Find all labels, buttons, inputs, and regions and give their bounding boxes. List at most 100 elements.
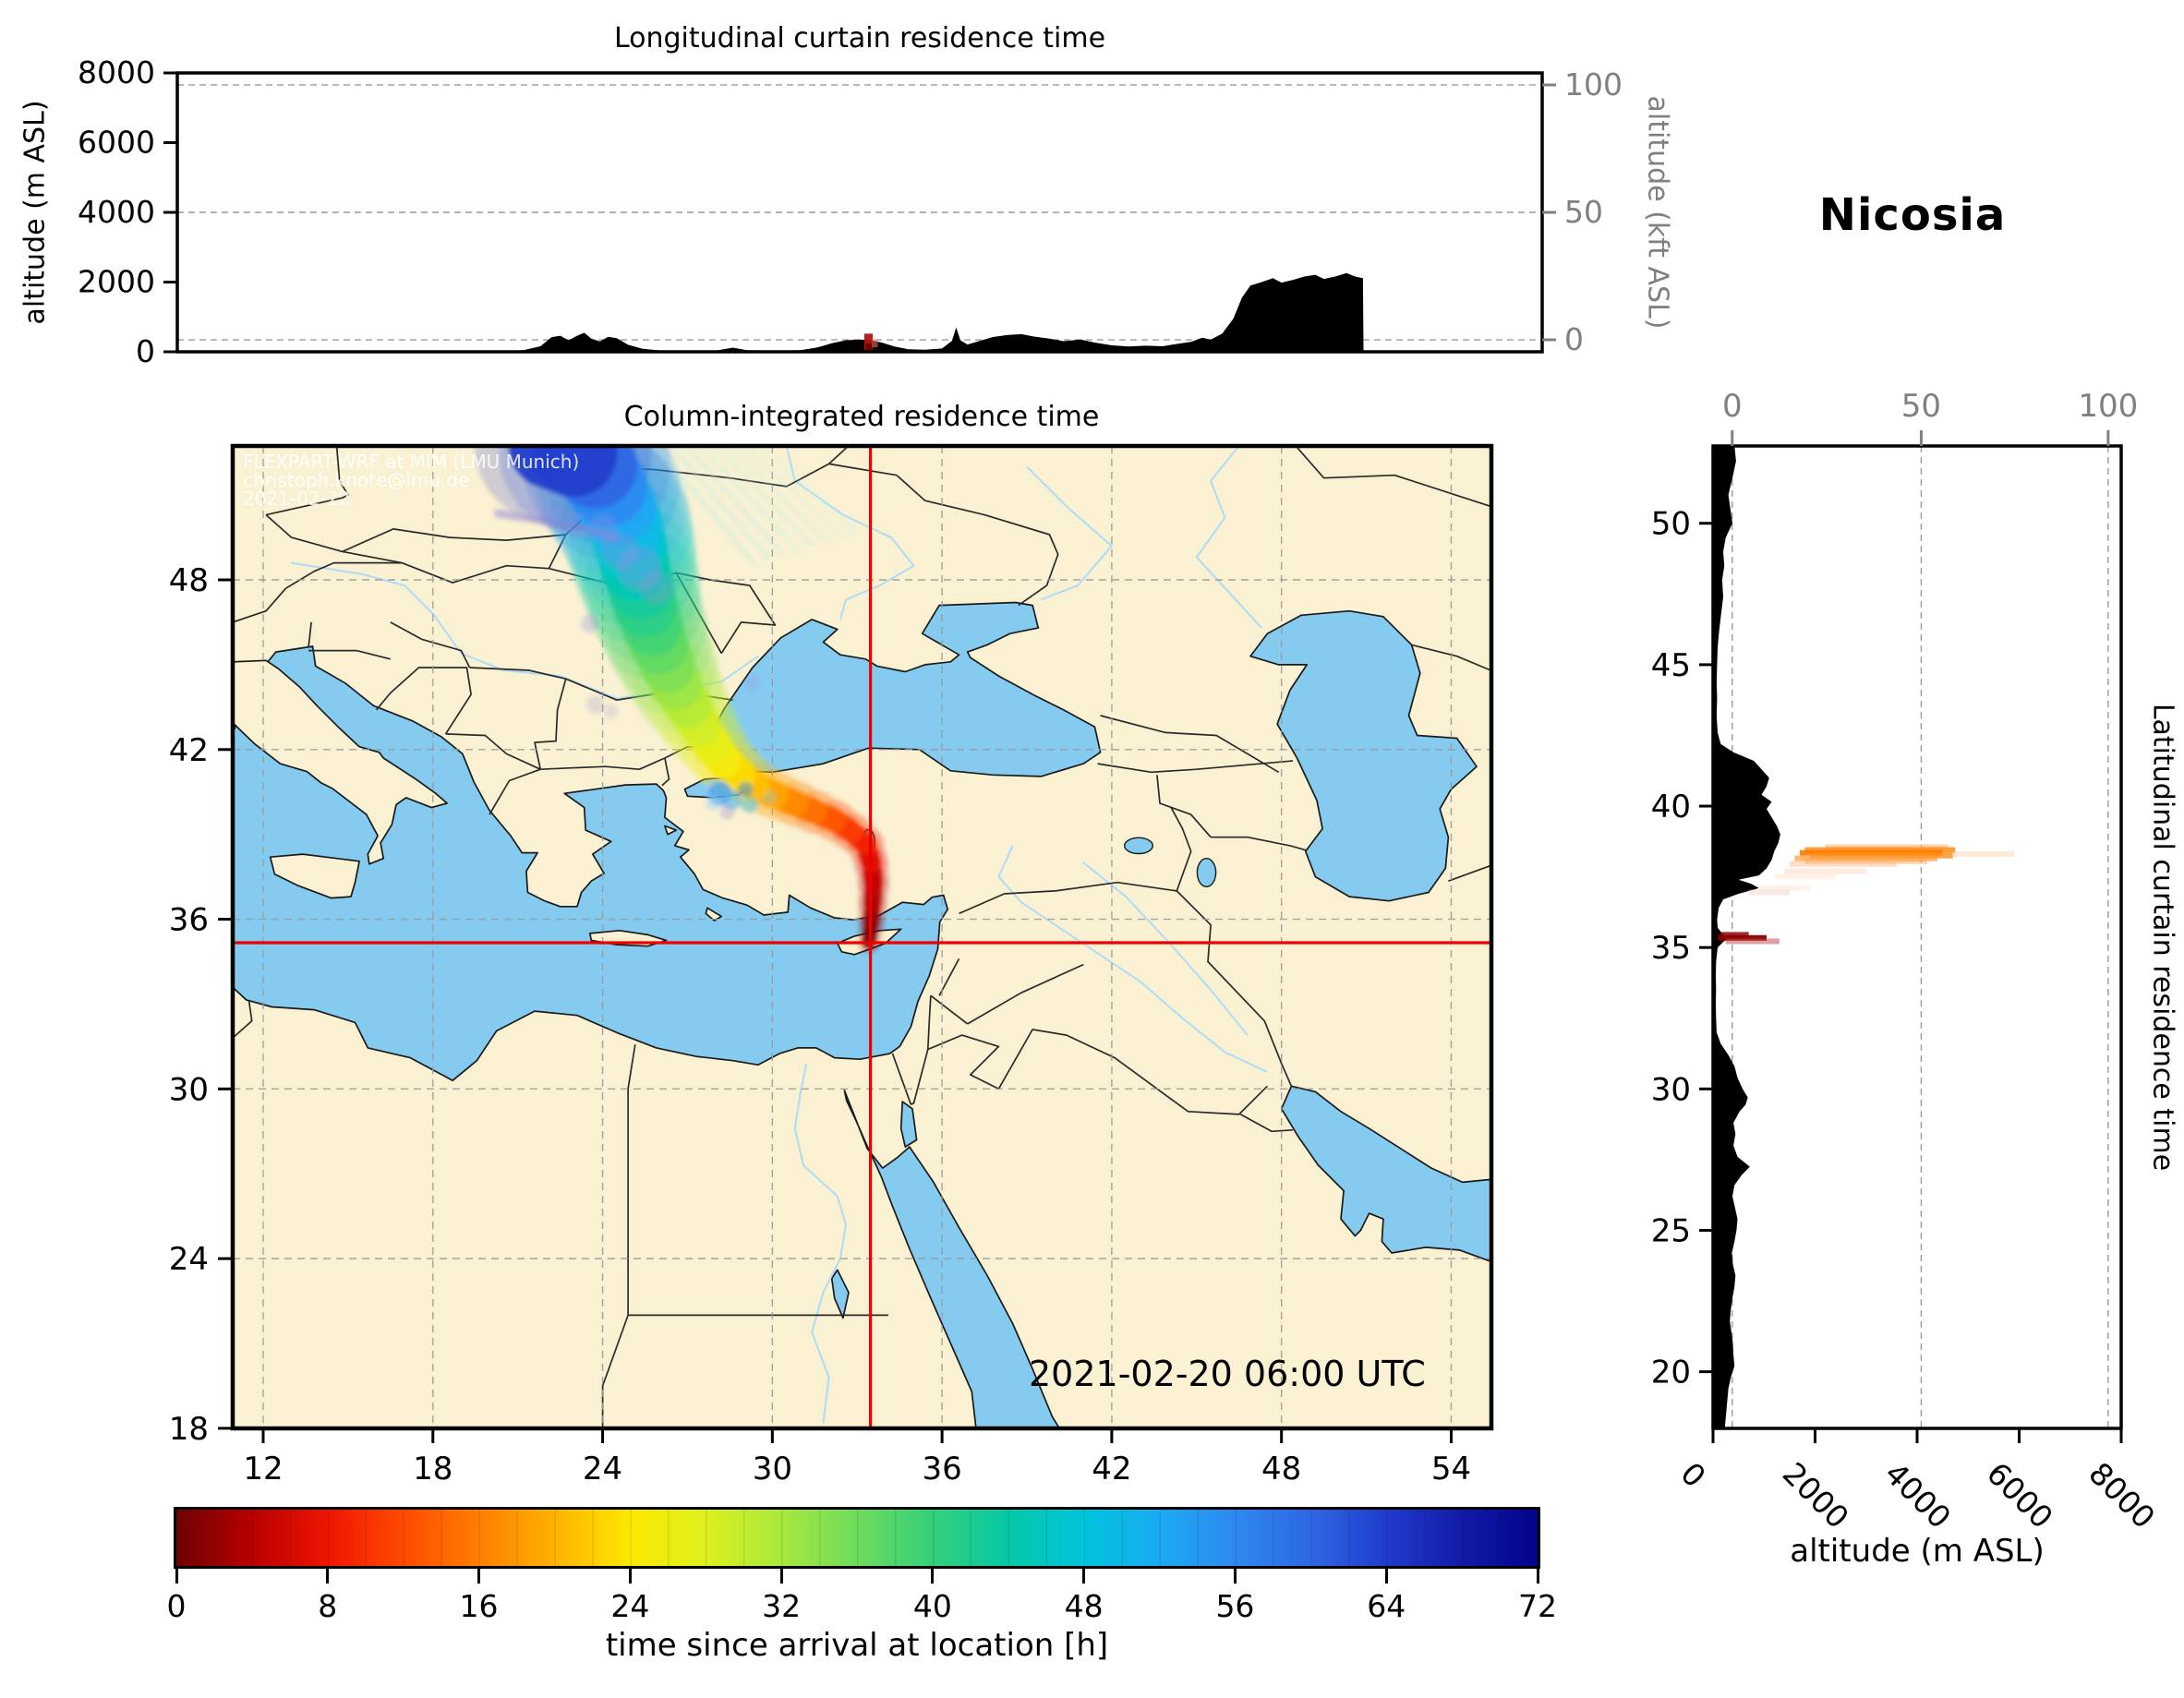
colorbar-tick-label: 16 <box>459 1588 499 1624</box>
island-polygon <box>705 907 723 921</box>
sea-polygon <box>1249 609 1478 902</box>
tick-label: 45 <box>1651 647 1691 684</box>
country-border <box>1448 864 1491 882</box>
colorbar-tick <box>1384 1569 1388 1584</box>
tick-label: 30 <box>169 1071 209 1108</box>
tick-label: 36 <box>922 1451 961 1487</box>
lake <box>1123 837 1154 855</box>
colorbar-tick-label: 32 <box>762 1588 802 1624</box>
watermark: FLEXPART-WRF at MIM (LMU Munich) christo… <box>243 452 579 508</box>
colorbar-tick <box>1082 1569 1086 1584</box>
colorbar <box>174 1507 1540 1569</box>
river <box>1195 446 1262 629</box>
country-border <box>489 757 666 815</box>
tick-label: 0 <box>1564 321 1584 357</box>
latitudinal-terrain-profile <box>1713 445 1780 1428</box>
river <box>997 845 1268 1073</box>
tick-label: 0 <box>1722 388 1743 425</box>
tick-label: 25 <box>1651 1212 1691 1249</box>
colorbar-tick-label: 48 <box>1064 1588 1104 1624</box>
colorbar-tick <box>1536 1569 1539 1584</box>
residence-streak <box>1784 868 1866 874</box>
residence-streak <box>1758 885 1810 891</box>
right-panel-title: Latitudinal curtain residence time <box>2146 703 2179 1172</box>
residence-streak <box>1720 932 1749 938</box>
residence-streak <box>1794 855 1938 861</box>
tick-label: 40 <box>1651 789 1691 825</box>
tick-label: 12 <box>243 1451 283 1487</box>
top-panel-ylabel-right: altitude (kft ASL) <box>1641 95 1674 330</box>
island-polygon <box>233 659 448 865</box>
country-border <box>891 1053 912 1105</box>
country-border <box>1411 644 1491 671</box>
country-border <box>445 678 567 771</box>
colorbar-tick-label: 24 <box>610 1588 650 1624</box>
colorbar-tick <box>628 1569 632 1584</box>
river <box>1026 465 1114 601</box>
colorbar-tick-label: 56 <box>1215 1588 1255 1624</box>
country-border <box>676 572 777 655</box>
country-border <box>1211 836 1307 851</box>
map-axes: 12 18 24 30 36 42 48 54 48 42 36 30 24 18 <box>169 443 1494 1487</box>
station-title: Nicosia <box>1818 189 2007 241</box>
country-border <box>469 667 566 680</box>
country-border <box>967 963 1084 1025</box>
country-border <box>265 446 349 516</box>
tick-label: 50 <box>1651 506 1691 543</box>
top-panel: 8000 6000 4000 2000 0 100 50 0 <box>78 54 1623 369</box>
country-border <box>342 528 566 553</box>
lake <box>1196 858 1217 888</box>
residence-streak <box>1809 852 1953 859</box>
tick-label: 2000 <box>1776 1455 1856 1535</box>
residence-streak <box>1725 938 1780 945</box>
residence-mark <box>865 343 873 352</box>
country-border <box>1170 807 1192 892</box>
sea-polygon <box>843 1090 1061 1428</box>
country-border <box>390 621 471 668</box>
tick-label: 8000 <box>2081 1455 2162 1535</box>
colorbar-tick <box>175 1569 178 1584</box>
residence-mark <box>872 339 878 348</box>
country-border <box>375 667 472 735</box>
tick-label: 50 <box>1901 388 1941 425</box>
country-border <box>233 1001 253 1039</box>
tick-label: 4000 <box>78 194 155 230</box>
country-border <box>930 994 969 1025</box>
colorbar-label: time since arrival at location [h] <box>605 1627 1109 1664</box>
country-border <box>1156 775 1212 838</box>
country-border <box>1097 760 1293 774</box>
tick-label: 42 <box>1092 1451 1131 1487</box>
right-panel-xlabel: altitude (m ASL) <box>1790 1533 2045 1570</box>
colorbar-tick <box>1233 1569 1237 1584</box>
tick-label: 35 <box>1651 930 1691 967</box>
river <box>793 1063 848 1423</box>
longitudinal-terrain-profile <box>176 272 1364 352</box>
residence-mark <box>863 333 874 350</box>
tick-label: 2000 <box>78 264 155 300</box>
tick-label: 4000 <box>1877 1455 1958 1535</box>
tick-label: 24 <box>169 1241 209 1278</box>
country-border <box>401 561 549 584</box>
country-border <box>308 621 312 648</box>
tick-label: 6000 <box>78 125 155 161</box>
tick-label: 30 <box>753 1451 792 1487</box>
tick-label: 100 <box>2078 388 2138 425</box>
tick-label: 54 <box>1431 1451 1471 1487</box>
colorbar-tick <box>477 1569 481 1584</box>
residence-streak <box>1804 858 1928 864</box>
sea-polygon <box>233 645 949 1082</box>
colorbar-bands <box>176 1510 1538 1566</box>
country-border <box>627 1044 636 1316</box>
country-border <box>959 881 1177 915</box>
watermark-line-2: christoph.knote@lmu.de <box>243 469 470 491</box>
residence-streak <box>1952 851 2014 858</box>
colorbar-tick <box>326 1569 330 1584</box>
colorbar-gradient <box>176 1510 1538 1566</box>
country-border <box>601 1315 629 1428</box>
sea-polygon <box>899 1101 918 1148</box>
colorbar-tick-label: 8 <box>318 1588 338 1624</box>
tick-label: 48 <box>1261 1451 1301 1487</box>
residence-streak <box>1789 861 1897 867</box>
country-border <box>1239 1114 1293 1133</box>
